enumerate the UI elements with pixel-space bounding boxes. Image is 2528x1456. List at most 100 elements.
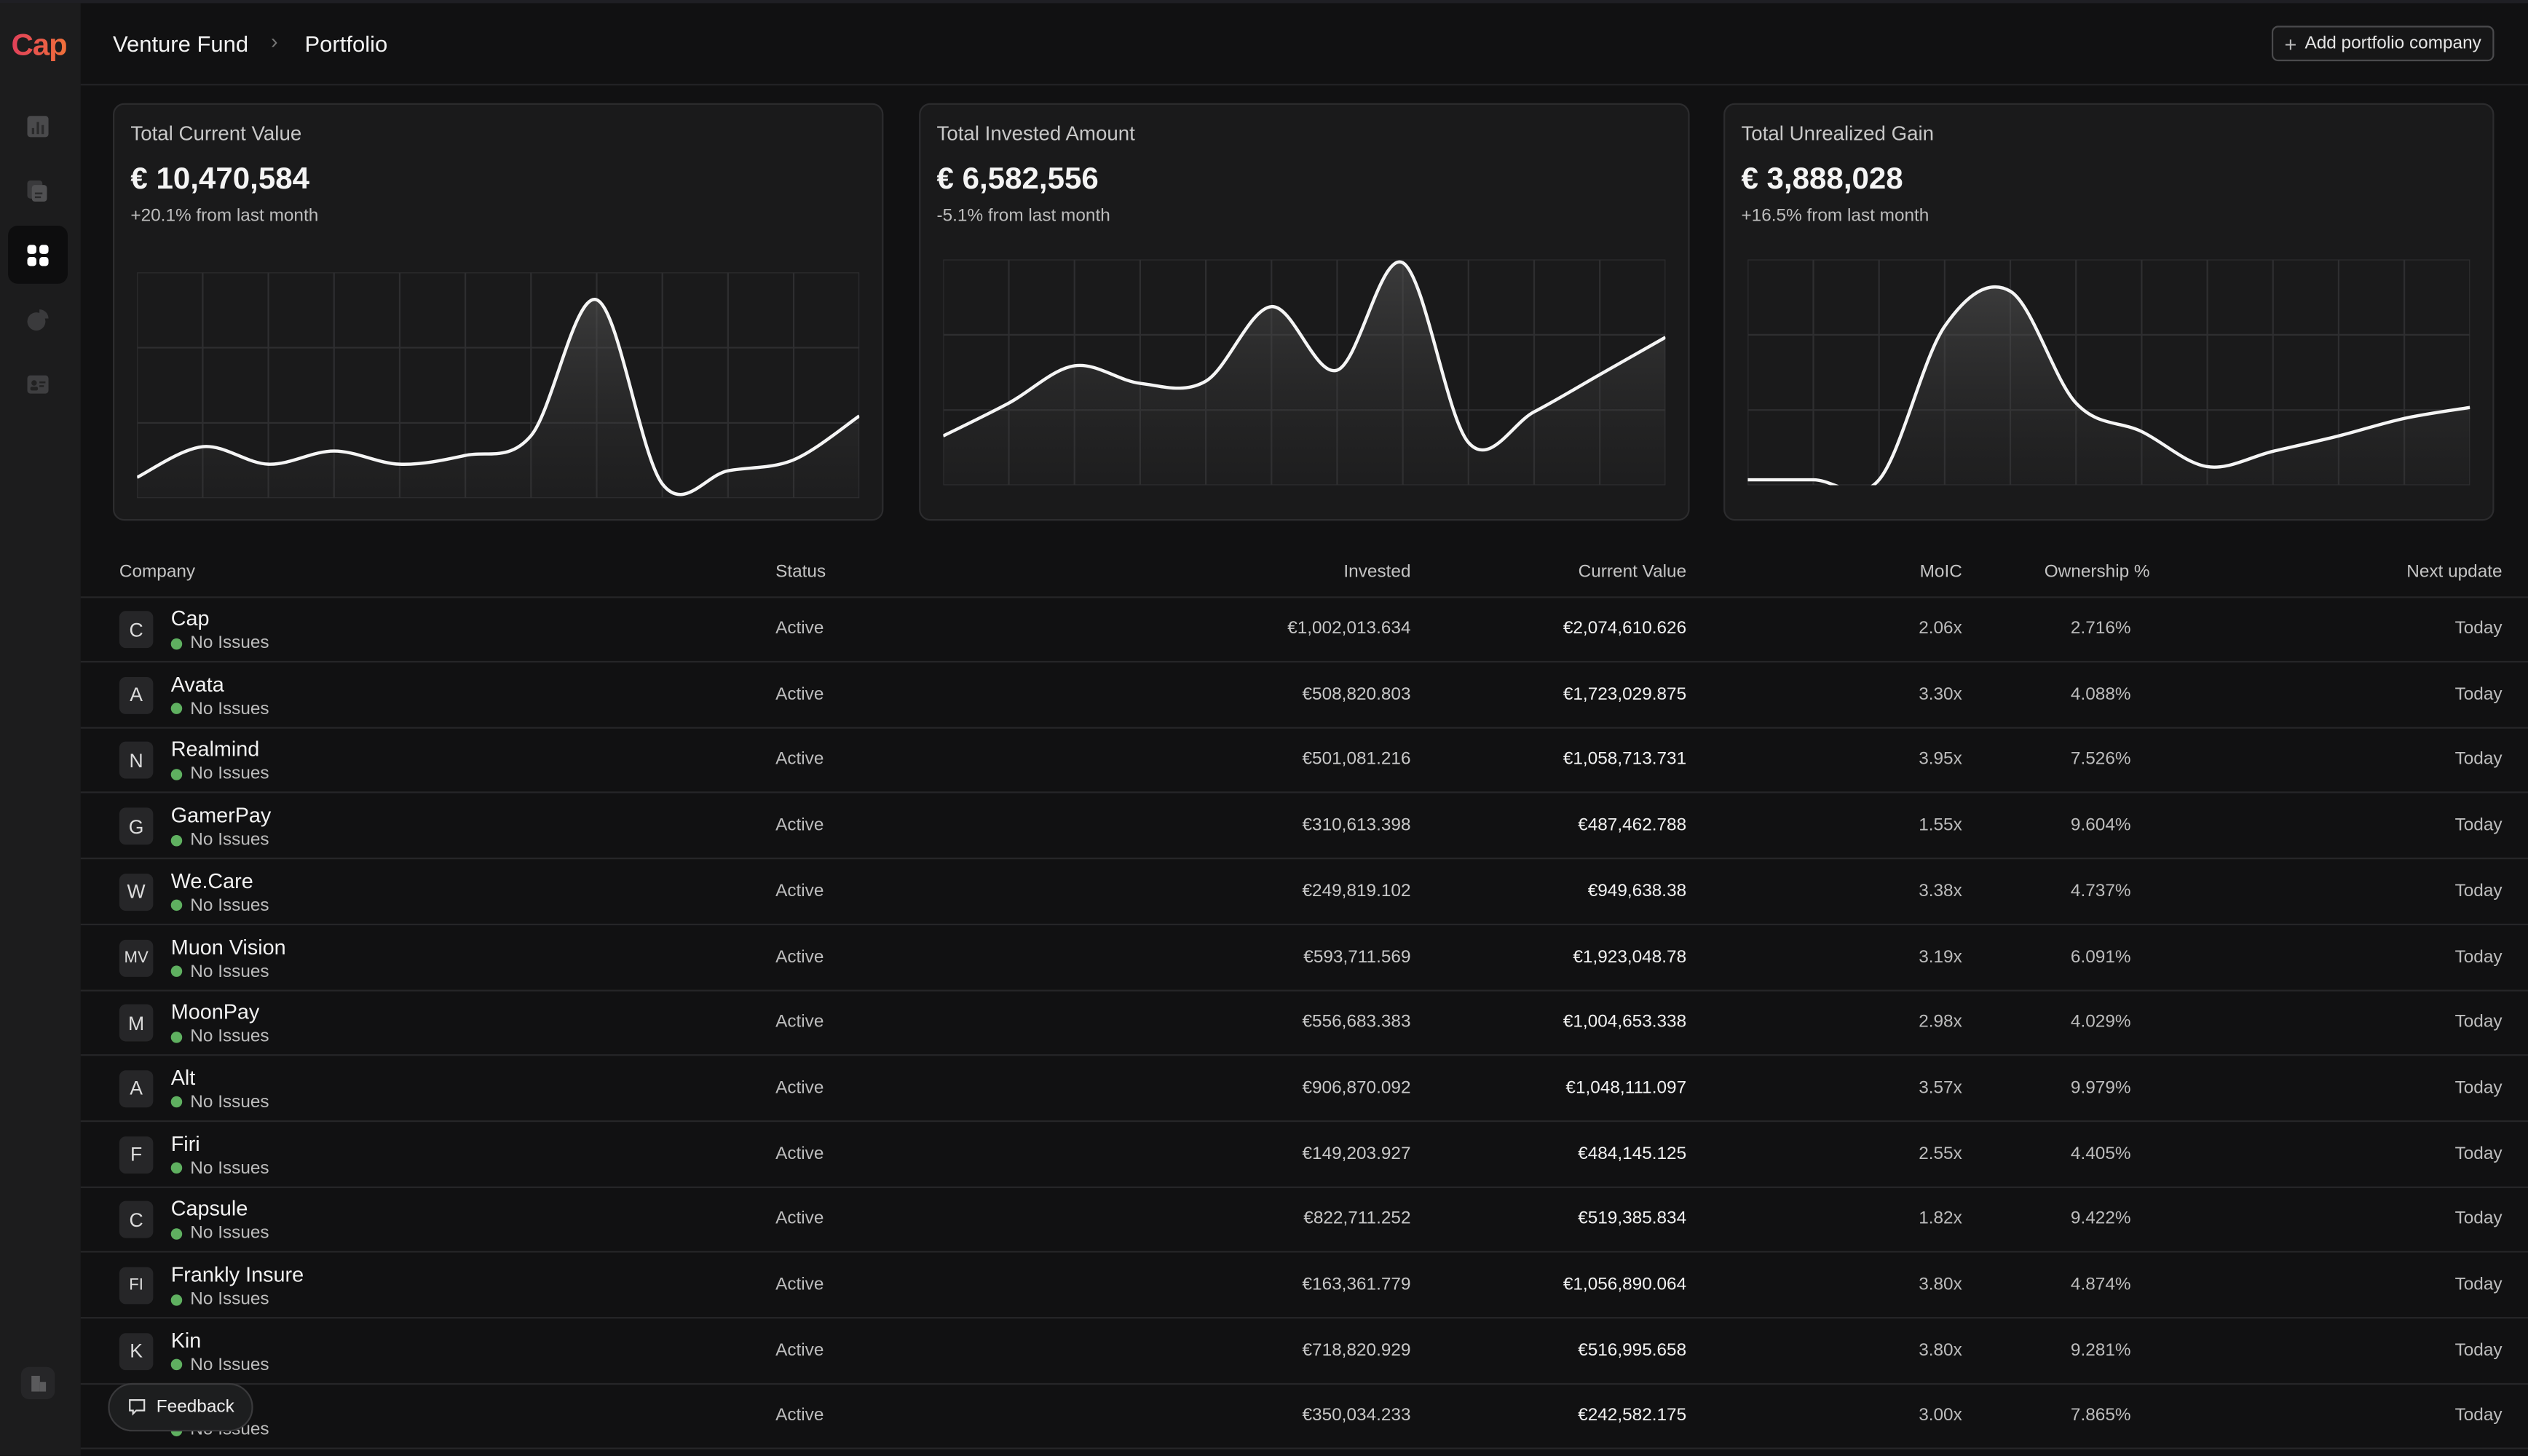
nav-portfolio[interactable]	[8, 226, 68, 284]
table-row[interactable]: No Issues Active €350,034.233 €242,582.1…	[80, 1384, 2528, 1450]
kpi-card-total-unrealized-gain: Total Unrealized Gain € 3,888,028 +16.5%…	[1723, 103, 2495, 521]
company-name[interactable]: We.Care	[170, 869, 253, 893]
next-update: Today	[2454, 1406, 2503, 1426]
status: Active	[775, 1275, 824, 1295]
table-row[interactable]: F Firi No Issues Active €149,203.927 €48…	[80, 1121, 2528, 1188]
series-area	[1747, 287, 2470, 486]
header-company[interactable]: Company	[119, 562, 196, 582]
nav-analytics[interactable]	[8, 97, 68, 155]
window-top-border	[0, 0, 2528, 4]
invested: €718,820.929	[1302, 1340, 1411, 1361]
feedback-button[interactable]: Feedback	[108, 1382, 254, 1432]
company-avatar: A	[119, 1070, 154, 1107]
table-row[interactable]: K Kin No Issues Active €718,820.929 €516…	[80, 1318, 2528, 1385]
table-row[interactable]: C Cap No Issues Active €1,002,013.634 €2…	[80, 596, 2528, 663]
table-row[interactable]: A Avata No Issues Active €508,820.803 €1…	[80, 662, 2528, 729]
status-dot-icon	[170, 768, 183, 780]
kpi-value: € 3,888,028	[1741, 162, 1903, 197]
table-row[interactable]: W We.Care No Issues Active €249,819.102 …	[80, 859, 2528, 925]
documents-icon	[27, 179, 47, 201]
current-value: €519,385.834	[1578, 1209, 1687, 1229]
company-name[interactable]: MoonPay	[170, 1000, 260, 1024]
header-ownership[interactable]: Ownership %	[2044, 562, 2150, 582]
company-name[interactable]: Avata	[170, 671, 224, 696]
chevron-right-icon: ›	[271, 28, 278, 54]
table-row[interactable]: A Alt No Issues Active €906,870.092 €1,0…	[80, 1056, 2528, 1122]
next-update: Today	[2454, 815, 2503, 836]
table-row[interactable]: M MoonPay No Issues Active €556,683.383 …	[80, 990, 2528, 1056]
table-header: Company Status Invested Current Value Mo…	[80, 548, 2528, 598]
issues-label: No Issues	[190, 1093, 269, 1112]
company-name[interactable]: Kin	[170, 1327, 202, 1353]
series-area	[943, 261, 1666, 486]
company-name[interactable]: Cap	[170, 606, 210, 630]
add-button-label: Add portfolio company	[2304, 33, 2481, 54]
current-value: €1,058,713.731	[1563, 750, 1687, 770]
breadcrumb-portfolio: Portfolio	[304, 31, 388, 57]
invested: €556,683.383	[1302, 1012, 1411, 1032]
add-portfolio-company-button[interactable]: + Add portfolio company	[2271, 25, 2495, 62]
moic: 2.98x	[1919, 1012, 1962, 1032]
moic: 1.55x	[1919, 815, 1962, 836]
company-name[interactable]: Frankly Insure	[170, 1262, 304, 1287]
company-name[interactable]: Alt	[170, 1065, 196, 1090]
status: Active	[775, 1012, 824, 1032]
series-line	[137, 298, 860, 496]
current-value: €516,995.658	[1578, 1340, 1687, 1361]
moic: 3.19x	[1919, 946, 1962, 967]
status-dot-icon	[170, 703, 183, 715]
next-update: Today	[2454, 619, 2503, 638]
nav-documents[interactable]	[8, 161, 68, 219]
status: Active	[775, 750, 824, 770]
next-update: Today	[2454, 946, 2503, 967]
current-value: €1,004,653.338	[1563, 1012, 1687, 1032]
table-row[interactable]: N Realmind No Issues Active €501,081.216…	[80, 728, 2528, 794]
table-row[interactable]: G GamerPay No Issues Active €310,613.398…	[80, 794, 2528, 860]
nav-contacts[interactable]	[8, 355, 68, 413]
next-update: Today	[2454, 684, 2503, 704]
company-name[interactable]: Realmind	[170, 737, 260, 762]
moic: 3.80x	[1919, 1275, 1962, 1295]
issues-label: No Issues	[190, 633, 269, 653]
status: Active	[775, 815, 824, 836]
grid-icon	[27, 244, 49, 266]
status: Active	[775, 1209, 824, 1229]
issues-status: No Issues	[170, 699, 269, 719]
ownership: 9.979%	[2070, 1078, 2131, 1098]
nav-cap-table[interactable]	[8, 290, 68, 349]
next-update: Today	[2454, 1340, 2503, 1361]
moic: 3.00x	[1919, 1406, 1962, 1426]
header-invested[interactable]: Invested	[1343, 562, 1411, 582]
status: Active	[775, 946, 824, 967]
current-value: €949,638.38	[1587, 881, 1687, 901]
status: Active	[775, 684, 824, 704]
company-switcher[interactable]	[20, 1366, 55, 1400]
ownership: 4.874%	[2070, 1275, 2131, 1295]
series-area	[137, 299, 860, 499]
plus-icon: +	[2284, 31, 2297, 56]
company-avatar: F	[119, 1136, 154, 1174]
company-name[interactable]: GamerPay	[170, 802, 272, 828]
status-dot-icon	[170, 1227, 183, 1240]
header-next-update[interactable]: Next update	[2406, 562, 2503, 582]
header-status[interactable]: Status	[775, 562, 826, 582]
company-name[interactable]: Capsule	[170, 1196, 248, 1221]
header-current-value[interactable]: Current Value	[1578, 562, 1687, 582]
current-value: €1,923,048.78	[1573, 946, 1687, 967]
kpi-delta: +16.5% from last month	[1741, 206, 1929, 226]
company-name[interactable]: Muon Vision	[170, 934, 286, 959]
table-row[interactable]: C Capsule No Issues Active €822,711.252 …	[80, 1187, 2528, 1254]
cap-logo[interactable]: Cap	[12, 29, 68, 65]
company-avatar: FI	[119, 1267, 154, 1305]
company-avatar: G	[119, 807, 154, 845]
breadcrumb-venture-fund[interactable]: Venture Fund	[113, 31, 249, 57]
issues-status: No Issues	[170, 1093, 269, 1112]
next-update: Today	[2454, 750, 2503, 770]
company-name[interactable]: Firi	[170, 1131, 200, 1155]
issues-status: No Issues	[170, 1027, 269, 1046]
company-avatar: A	[119, 676, 154, 714]
issues-status: No Issues	[170, 962, 269, 981]
header-moic[interactable]: MoIC	[1919, 562, 1962, 582]
table-row[interactable]: FI Frankly Insure No Issues Active €163,…	[80, 1253, 2528, 1319]
table-row[interactable]: MV Muon Vision No Issues Active €593,711…	[80, 925, 2528, 991]
